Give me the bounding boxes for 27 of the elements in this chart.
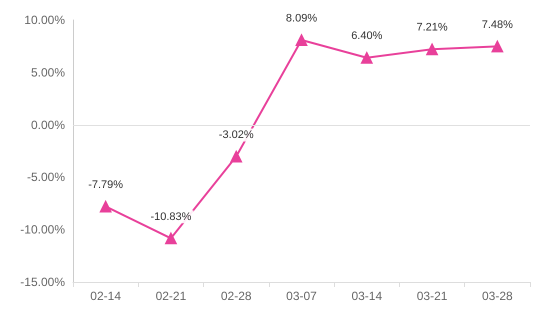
data-label: 6.40% [351,30,383,42]
point [491,40,504,52]
point [296,34,308,46]
point [230,150,242,162]
data-label: 7.48% [482,18,514,31]
y-tick-label: 10.00% [24,13,66,27]
y-tick-label: 0.00% [30,118,66,132]
y-tick-label: -10.00% [20,222,66,237]
point [100,200,112,212]
x-tick-label: 02-28 [220,289,252,303]
x-tick-label: 02-21 [156,289,187,303]
y-tick-label: -5.00% [26,170,66,184]
data-label: -7.79% [88,178,124,191]
point [360,52,373,64]
data-label: -10.83% [150,210,192,223]
x-tick-label: 02-14 [90,289,122,303]
x-tick-label: 03-28 [482,289,514,303]
x-tick-label: 03-21 [416,289,448,303]
y-tick-label: -15.00% [20,275,66,289]
data-label: 7.21% [416,22,448,34]
y-tick-label: 5.00% [30,65,66,80]
data-label: -3.02% [218,128,254,141]
x-tick-label: 03-07 [286,289,318,303]
point [426,43,438,56]
point [164,232,177,244]
x-tick-label: 03-14 [351,289,382,303]
data-label: 8.09% [286,12,318,25]
